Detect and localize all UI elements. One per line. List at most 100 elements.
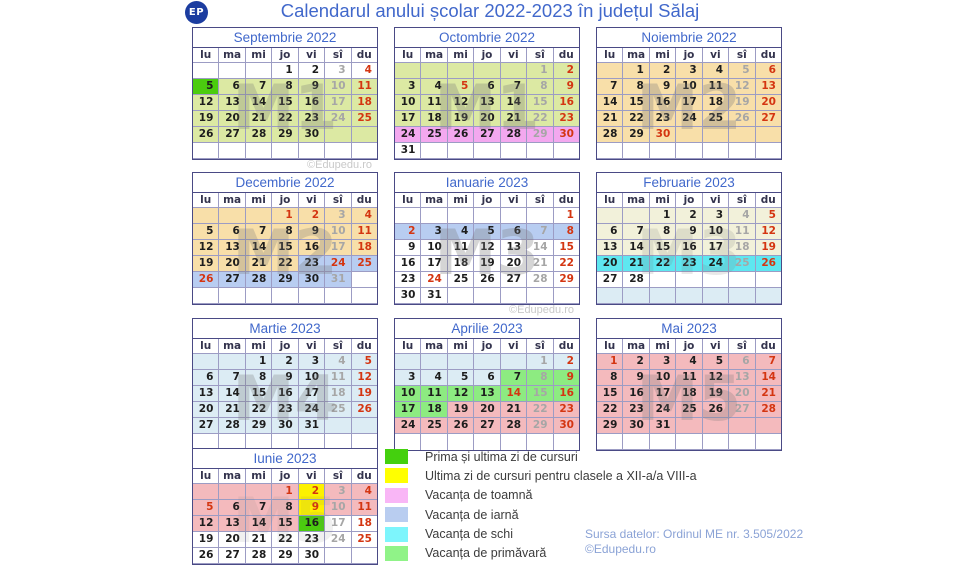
weekday-label: vi xyxy=(298,339,326,354)
weekday-label: du xyxy=(351,193,377,208)
day-cell xyxy=(351,127,377,143)
legend-item: Vacanța de primăvară xyxy=(385,545,697,561)
day-cell: 18 xyxy=(325,386,352,402)
weekday-label: vi xyxy=(500,339,528,354)
day-cell xyxy=(474,63,501,79)
day-cell xyxy=(649,272,677,288)
day-cell: 10 xyxy=(649,370,677,386)
weekday-label: sî xyxy=(729,48,756,63)
month-title: Mai 2023 xyxy=(597,319,781,339)
day-cell: 23 xyxy=(395,272,422,288)
day-cell: 12 xyxy=(447,95,475,111)
week-row: 20 21 22 23 24 25 26 xyxy=(597,256,781,272)
week-row: 26 27 28 29 30 xyxy=(193,548,377,564)
day-cell: 26 xyxy=(474,272,501,288)
day-cell: 1 xyxy=(245,354,273,370)
day-cell: 11 xyxy=(351,224,377,240)
day-cell: 7 xyxy=(597,79,624,95)
day-cell: 29 xyxy=(245,418,273,434)
day-cell: 16 xyxy=(623,386,650,402)
week-row: 30 31 xyxy=(395,288,579,304)
weekday-label: mi xyxy=(447,339,475,354)
day-cell: 25 xyxy=(421,418,448,434)
day-cell: 17 xyxy=(702,240,730,256)
week-row: 8 9 10 11 12 13 14 xyxy=(597,370,781,386)
day-cell: 31 xyxy=(649,418,677,434)
weekday-label: jo xyxy=(474,48,501,63)
weekday-label: ma xyxy=(219,48,246,63)
weekday-label: jo xyxy=(272,469,299,484)
day-cell: 8 xyxy=(623,79,650,95)
weekday-label: lu xyxy=(395,48,422,63)
day-cell: 14 xyxy=(219,386,246,402)
day-cell: 14 xyxy=(500,386,528,402)
day-cell: 17 xyxy=(676,95,703,111)
day-cell: 11 xyxy=(351,500,377,516)
day-cell xyxy=(500,208,528,224)
weekday-header-row: lu ma mi jo vi sî du xyxy=(193,469,377,484)
day-cell: 22 xyxy=(527,111,554,127)
day-cell xyxy=(527,208,554,224)
day-cell xyxy=(219,484,246,500)
day-cell: 13 xyxy=(219,95,246,111)
month-calendar-decembrie-2022: Decembrie 2022 lu ma mi jo vi sî du 1 2 3 4 5 6 7 8 9 10 1… xyxy=(192,172,378,305)
day-cell: 27 xyxy=(219,127,246,143)
day-cell: 19 xyxy=(447,111,475,127)
day-cell: 18 xyxy=(351,240,377,256)
day-cell xyxy=(623,434,650,450)
month-calendar-noiembrie-2022: Noiembrie 2022 lu ma mi jo vi sî du 1 2 3 4 5 6 7 8 9 10 1… xyxy=(596,27,782,160)
weekday-label: vi xyxy=(298,193,326,208)
day-cell: 15 xyxy=(272,516,299,532)
weekday-label: vi xyxy=(298,48,326,63)
day-cell: 13 xyxy=(500,240,528,256)
weekday-label: lu xyxy=(193,48,220,63)
weekday-label: du xyxy=(553,193,579,208)
day-cell: 28 xyxy=(500,127,528,143)
day-cell: 5 xyxy=(351,354,377,370)
day-cell xyxy=(447,354,475,370)
day-cell: 21 xyxy=(500,111,528,127)
month-calendar-septembrie-2022: Septembrie 2022 lu ma mi jo vi sî du 1 2 3 4 5 6 7 8 9 10… xyxy=(192,27,378,160)
legend-swatch xyxy=(385,507,408,523)
weekday-label: lu xyxy=(193,339,220,354)
day-cell xyxy=(325,548,352,564)
day-cell: 30 xyxy=(298,127,326,143)
day-cell: 18 xyxy=(351,95,377,111)
month-title: Decembrie 2022 xyxy=(193,173,377,193)
weekday-header-row: lu ma mi jo vi sî du xyxy=(193,48,377,63)
day-cell: 26 xyxy=(729,111,756,127)
day-cell xyxy=(193,484,220,500)
day-cell: 23 xyxy=(676,256,703,272)
day-cell: 5 xyxy=(193,224,220,240)
day-cell: 16 xyxy=(553,386,579,402)
day-cell: 20 xyxy=(219,111,246,127)
day-cell: 19 xyxy=(755,240,781,256)
legend-item: Vacanța de schi xyxy=(385,526,697,542)
day-cell: 8 xyxy=(245,370,273,386)
day-cell: 14 xyxy=(527,240,554,256)
day-cell: 2 xyxy=(298,63,326,79)
day-cell: 2 xyxy=(298,484,326,500)
day-cell xyxy=(447,288,475,304)
day-cell: 9 xyxy=(298,224,326,240)
day-cell: 2 xyxy=(395,224,422,240)
day-cell: 25 xyxy=(676,402,703,418)
day-cell: 10 xyxy=(325,224,352,240)
day-cell: 23 xyxy=(553,402,579,418)
day-cell: 19 xyxy=(193,532,220,548)
day-cell: 20 xyxy=(219,532,246,548)
day-cell: 6 xyxy=(729,354,756,370)
day-cell: 8 xyxy=(553,224,579,240)
week-row: 6 7 8 9 10 11 12 xyxy=(597,224,781,240)
day-cell xyxy=(553,143,579,159)
day-cell xyxy=(597,208,624,224)
weekday-label: du xyxy=(351,469,377,484)
day-cell: 12 xyxy=(755,224,781,240)
weekday-label: vi xyxy=(702,193,730,208)
day-cell xyxy=(755,418,781,434)
day-cell: 16 xyxy=(649,95,677,111)
week-row: 17 18 19 20 21 22 23 xyxy=(395,402,579,418)
